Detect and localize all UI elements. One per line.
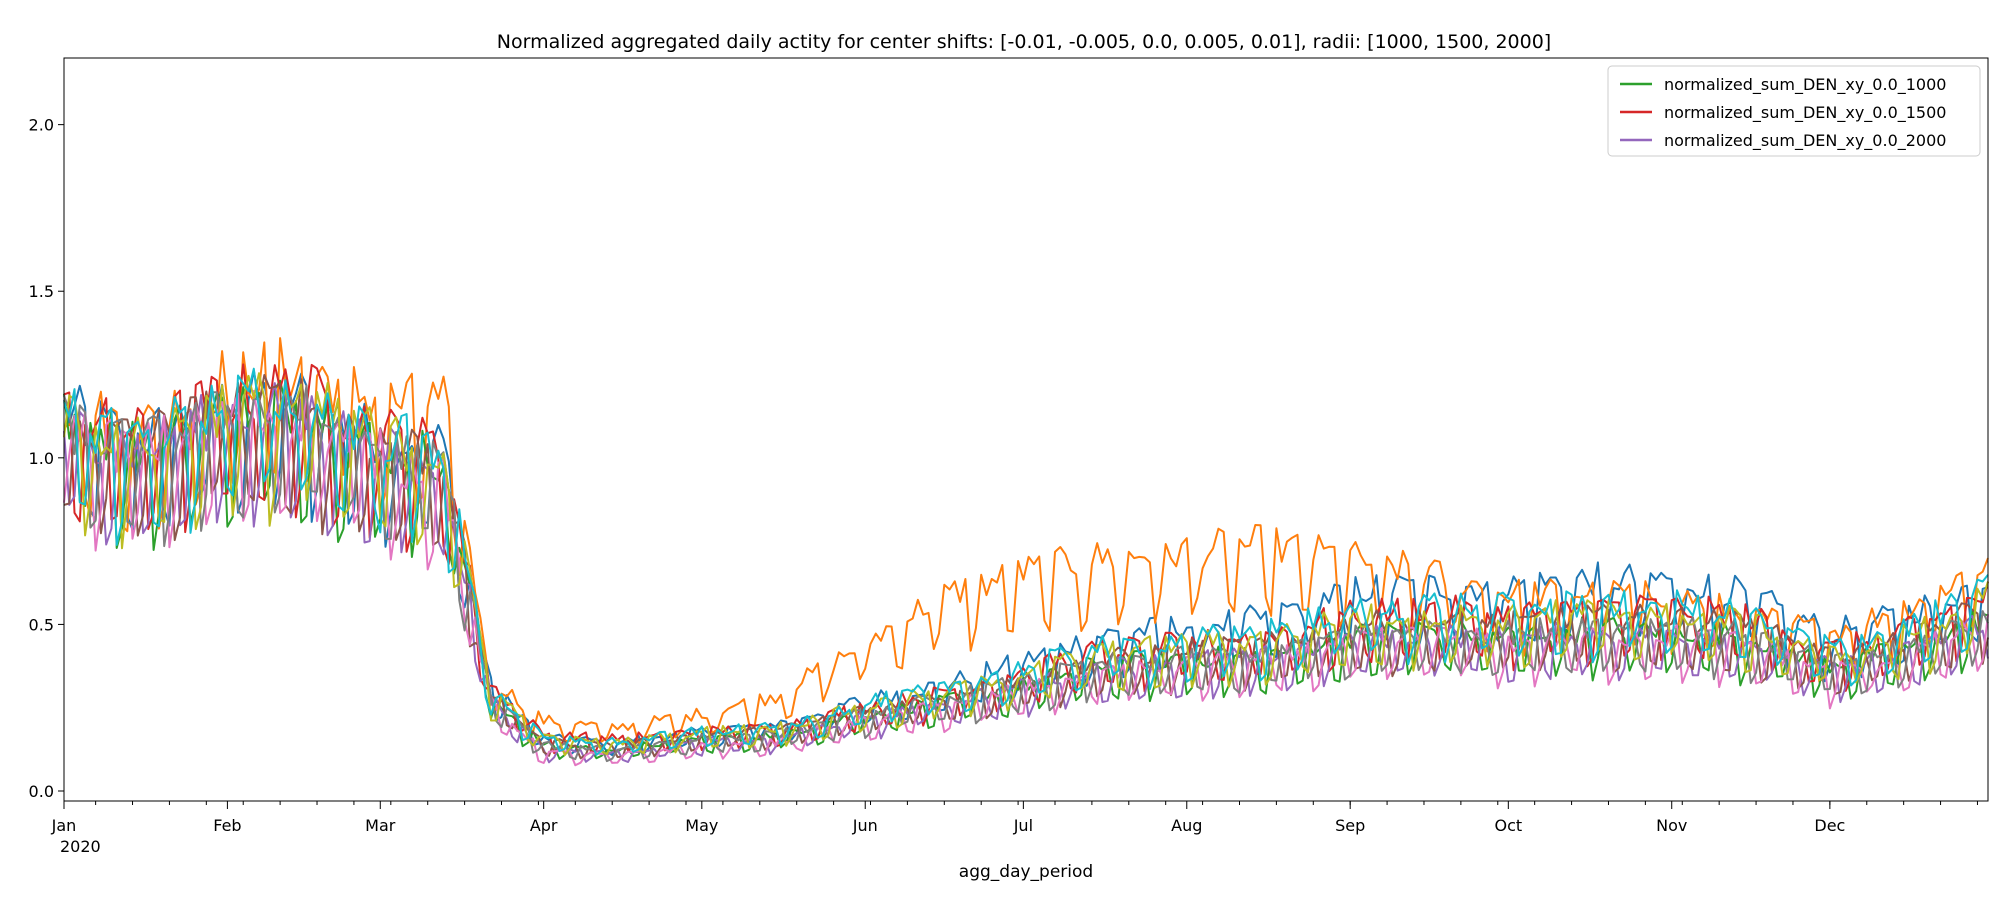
y-tick-label: 1.0 bbox=[29, 449, 54, 468]
x-tick-label: Feb bbox=[213, 816, 241, 835]
series-layer bbox=[63, 337, 1989, 767]
y-tick-label: 0.0 bbox=[29, 782, 54, 801]
legend-entry: normalized_sum_DEN_xy_0.0_1500 bbox=[1664, 103, 1946, 123]
x-tick-label: Dec bbox=[1814, 816, 1845, 835]
chart-title: Normalized aggregated daily actity for c… bbox=[497, 31, 1551, 53]
y-tick-label: 2.0 bbox=[29, 116, 54, 135]
series-line bbox=[63, 367, 1989, 756]
legend: normalized_sum_DEN_xy_0.0_1000 normalized… bbox=[1607, 65, 1981, 157]
x-tick-label: Jun bbox=[852, 816, 878, 835]
series-line bbox=[63, 372, 1989, 756]
x-tick-label: Mar bbox=[365, 816, 396, 835]
plot-frame bbox=[63, 57, 1989, 802]
x-tick-label: Jul bbox=[1013, 816, 1033, 835]
x-tick-label: Aug bbox=[1171, 816, 1202, 835]
x-tick-label: Nov bbox=[1656, 816, 1687, 835]
x-year-label: 2020 bbox=[60, 837, 101, 856]
x-axis: Jan Feb Mar Apr May Jun Jul Aug Sep Oct Nov Dec bbox=[51, 801, 1978, 835]
x-tick-label: Apr bbox=[530, 816, 558, 835]
x-tick-label: Jan bbox=[51, 816, 77, 835]
y-axis: 0.0 0.5 1.0 1.5 2.0 bbox=[29, 116, 64, 801]
legend-box bbox=[1607, 65, 1981, 157]
legend-entry: normalized_sum_DEN_xy_0.0_2000 bbox=[1664, 131, 1946, 151]
x-axis-label: agg_day_period bbox=[959, 862, 1093, 882]
legend-entry: normalized_sum_DEN_xy_0.0_1000 bbox=[1664, 75, 1946, 95]
x-tick-label: Sep bbox=[1335, 816, 1365, 835]
y-tick-label: 1.5 bbox=[29, 282, 54, 301]
x-tick-label: Oct bbox=[1494, 816, 1522, 835]
x-tick-label: May bbox=[685, 816, 718, 835]
y-tick-label: 0.5 bbox=[29, 615, 54, 634]
